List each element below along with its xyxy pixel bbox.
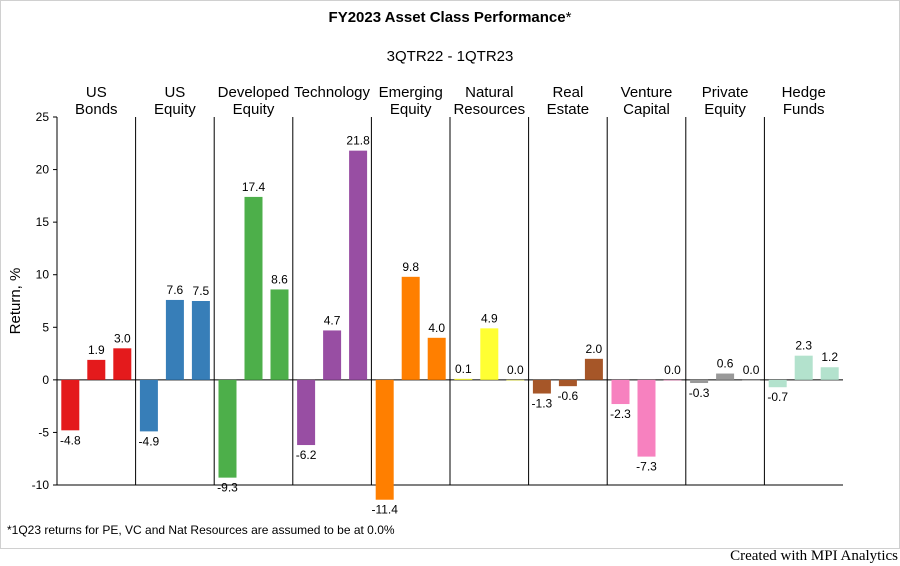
data-label: 0.1	[455, 362, 472, 376]
bar	[113, 348, 132, 380]
data-label: 21.8	[346, 134, 370, 148]
credit-text: Created with MPI Analytics	[730, 548, 898, 564]
y-tick-label: 20	[36, 163, 50, 177]
bar	[244, 196, 263, 380]
bar	[61, 379, 80, 431]
bar	[297, 379, 316, 446]
chart-subtitle: 3QTR22 - 1QTR23	[386, 48, 514, 65]
y-tick-label: 10	[36, 268, 50, 282]
y-axis-label: Return, %	[7, 268, 24, 335]
bar	[87, 359, 106, 380]
footnote: *1Q23 returns for PE, VC and Nat Resourc…	[7, 523, 395, 537]
group-label: Technology	[294, 84, 370, 101]
bar	[165, 299, 184, 380]
data-label: -0.7	[767, 390, 788, 404]
bar	[218, 379, 237, 478]
data-label: 3.0	[114, 331, 131, 345]
data-label: -4.9	[139, 434, 160, 448]
bar	[611, 379, 630, 405]
data-label: -0.3	[689, 386, 710, 400]
group-label: Equity	[154, 101, 196, 118]
group-label: Resources	[453, 101, 525, 118]
group-label: Developed	[218, 84, 290, 101]
group-label: Equity	[704, 101, 746, 118]
data-label: 4.7	[324, 313, 341, 327]
data-label: 17.4	[242, 180, 266, 194]
group-label: Equity	[233, 101, 275, 118]
data-label: 0.0	[664, 363, 681, 377]
group-label: Estate	[547, 101, 590, 118]
bar	[191, 301, 210, 380]
group-label: Funds	[783, 101, 825, 118]
bar	[349, 150, 368, 380]
bar	[323, 330, 342, 380]
data-label: -9.3	[217, 481, 238, 495]
bar	[637, 379, 656, 457]
data-label: 0.0	[507, 363, 524, 377]
data-label: 0.0	[743, 363, 760, 377]
data-label: 4.9	[481, 311, 498, 325]
y-tick-label: 0	[42, 373, 49, 387]
group-label: Venture	[621, 84, 673, 101]
y-tick-label: 15	[36, 215, 50, 229]
group-label: Real	[552, 84, 583, 101]
group-label: Hedge	[782, 84, 826, 101]
data-label: 7.5	[193, 284, 210, 298]
data-label: -4.8	[60, 433, 81, 447]
data-label: 8.6	[271, 272, 288, 286]
group-label: Emerging	[379, 84, 443, 101]
data-label: -6.2	[296, 448, 317, 462]
bar	[401, 276, 420, 380]
bar	[584, 358, 603, 380]
chart-title-mark: *	[565, 9, 572, 26]
group-label: US	[164, 84, 185, 101]
group-label: US	[86, 84, 107, 101]
data-label: 2.0	[586, 342, 603, 356]
data-label: -7.3	[636, 460, 657, 474]
bar	[742, 379, 761, 381]
bar	[532, 379, 551, 394]
y-tick-label: 25	[36, 110, 50, 124]
bar	[454, 378, 473, 380]
data-label: -1.3	[532, 397, 553, 411]
data-label: 9.8	[402, 260, 419, 274]
bar	[558, 379, 577, 387]
bar	[480, 328, 499, 380]
bar	[663, 379, 682, 381]
bar	[690, 379, 709, 384]
bar	[768, 379, 787, 388]
chart-title-text: FY2023 Asset Class Performance	[328, 9, 566, 26]
bar	[375, 379, 394, 500]
data-label: 2.3	[795, 339, 812, 353]
bar	[506, 379, 525, 381]
data-label: 0.6	[717, 357, 734, 371]
bar	[270, 289, 289, 380]
data-label: 7.6	[167, 283, 184, 297]
group-label: Capital	[623, 101, 670, 118]
group-label: Private	[702, 84, 749, 101]
data-label: -0.6	[558, 389, 579, 403]
group-label: Bonds	[75, 101, 118, 118]
y-tick-label: -10	[32, 478, 50, 492]
bar	[139, 379, 158, 432]
data-label: 1.9	[88, 343, 105, 357]
data-label: 1.2	[821, 350, 838, 364]
bar	[716, 373, 735, 380]
data-label: -2.3	[610, 407, 631, 421]
data-label: -11.4	[371, 503, 398, 517]
y-tick-label: 5	[42, 320, 49, 334]
bar	[794, 355, 813, 380]
y-tick-label: -5	[38, 425, 49, 439]
bar	[427, 337, 446, 380]
bar	[820, 367, 839, 380]
chart-title: FY2023 Asset Class Performance*	[0, 9, 900, 26]
group-label: Natural	[465, 84, 513, 101]
data-label: 4.0	[428, 321, 445, 335]
group-label: Equity	[390, 101, 432, 118]
